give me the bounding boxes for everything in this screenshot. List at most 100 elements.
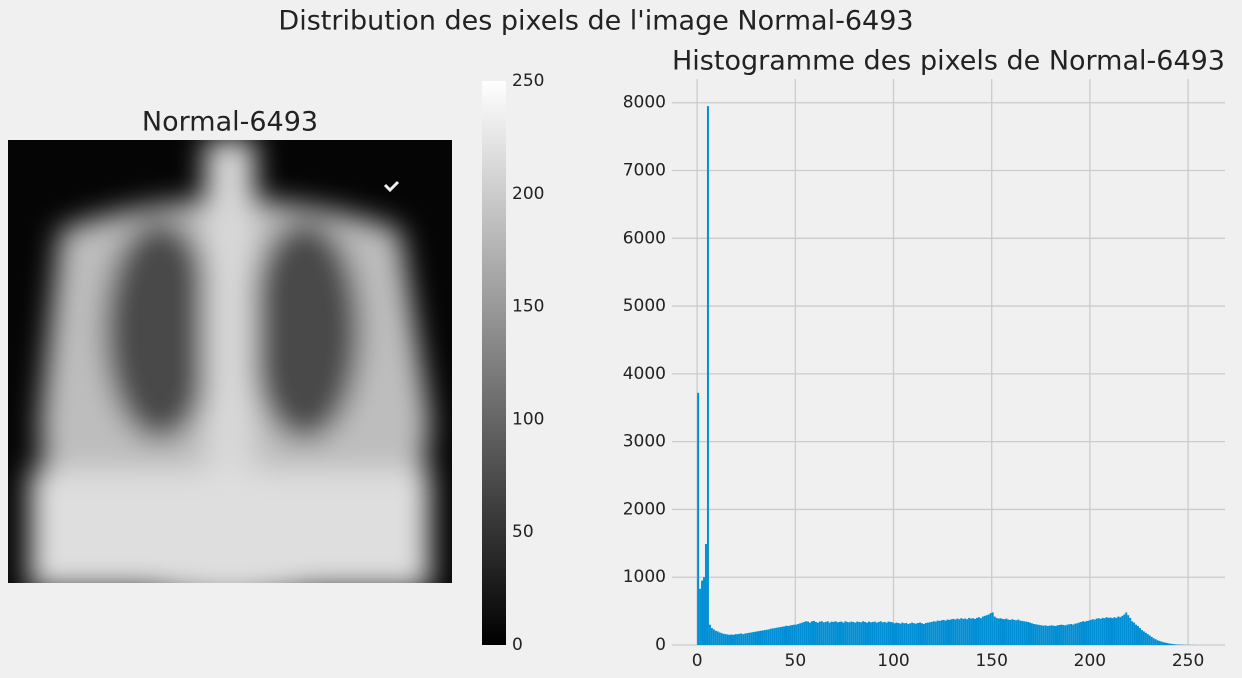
histogram-bar [1078, 622, 1081, 645]
histogram-bar [781, 626, 784, 645]
histogram-bar [964, 618, 967, 645]
histogram-bar [1040, 625, 1043, 645]
histogram-bar [889, 621, 892, 645]
histogram-bar [1158, 640, 1161, 645]
histogram-bar [789, 625, 792, 645]
histogram-bar [926, 622, 929, 645]
histogram-bar [1036, 624, 1039, 645]
histogram-bar [960, 618, 963, 645]
histogram-bar [1095, 618, 1098, 645]
x-tick-label: 200 [1074, 651, 1106, 671]
histogram-bar [919, 622, 922, 645]
histogram-bar [777, 627, 780, 645]
histogram-bar [1003, 619, 1006, 645]
histogram-bar [1117, 616, 1120, 645]
histogram-bar [836, 622, 839, 645]
histogram-bar [704, 544, 707, 645]
histogram-bar [785, 625, 788, 645]
histogram-bar [710, 628, 713, 645]
histogram-bar [1127, 615, 1130, 645]
histogram-bar [1105, 617, 1108, 645]
histogram-bar [799, 623, 802, 645]
histogram-bar [1030, 623, 1033, 645]
histogram-bar [724, 634, 727, 645]
histogram-bar [1084, 621, 1086, 645]
histogram-bar [893, 623, 896, 645]
histogram-bar [1164, 642, 1167, 645]
histogram-bar [954, 619, 957, 645]
histogram-bar [917, 622, 920, 645]
histogram-bar [834, 621, 837, 645]
histogram-bar [1101, 617, 1104, 645]
y-tick-label: 7000 [623, 161, 666, 181]
colorbar-tick-label: 0 [512, 635, 523, 655]
histogram-bar [911, 622, 914, 645]
histogram-bar [844, 621, 847, 645]
xray-image [8, 140, 452, 583]
histogram-bar [897, 622, 900, 645]
histogram-bar [1146, 634, 1149, 645]
histogram-bar [1174, 644, 1177, 645]
histogram-bar [974, 618, 976, 645]
y-tick-label: 2000 [623, 499, 666, 519]
histogram-bar [1060, 624, 1063, 645]
histogram-bar [924, 622, 927, 645]
histogram-bar [854, 622, 857, 645]
histogram-bar [858, 621, 861, 645]
histogram-bar [801, 622, 804, 645]
histogram-bar [1044, 625, 1047, 645]
colorbar-tick-label: 200 [512, 184, 544, 204]
histogram-bar [852, 621, 855, 645]
histogram-bar [966, 619, 969, 645]
x-tick-label: 250 [1172, 651, 1204, 671]
histogram-bar [703, 577, 705, 645]
x-tick-label: 50 [785, 651, 807, 671]
histogram-bar [718, 632, 721, 645]
histogram-bar [742, 634, 745, 645]
histogram-bar [752, 632, 755, 645]
histogram-bar [956, 618, 959, 645]
histogram-bar [744, 633, 747, 645]
x-tick-label: 100 [877, 651, 909, 671]
histogram-bar [899, 623, 902, 645]
colorbar-tick-label: 100 [512, 409, 544, 429]
colorbar-tick-label: 50 [512, 522, 534, 542]
histogram-bar [866, 622, 868, 645]
histogram-bar [771, 628, 774, 645]
histogram-bar [1066, 624, 1069, 645]
histogram-bar [903, 623, 906, 645]
histogram-bar [1070, 623, 1073, 645]
histogram-bar [816, 622, 819, 645]
histogram-bar [862, 621, 865, 645]
histogram-bar [942, 619, 945, 645]
histogram-bar [921, 623, 923, 645]
histogram-bar [1062, 625, 1065, 645]
histogram-bar [873, 621, 876, 645]
histogram-bar [826, 621, 829, 645]
histogram-bar [1058, 625, 1061, 645]
histogram-bar [856, 621, 859, 645]
histogram-bar [714, 630, 717, 645]
histogram-bar [791, 625, 794, 645]
histogram-bar [891, 622, 894, 645]
histogram-bar [1021, 620, 1024, 645]
histogram-bar [1152, 638, 1155, 645]
colorbar [482, 81, 506, 645]
histogram-bar [846, 621, 849, 645]
histogram-bar [981, 616, 984, 645]
histogram-bar [1135, 624, 1138, 645]
histogram-bar [993, 616, 996, 645]
histogram-bar [811, 621, 813, 645]
histogram-bar [1013, 619, 1016, 645]
histogram-bar [838, 621, 841, 645]
histogram-bar [1074, 623, 1077, 645]
histogram-bar [750, 632, 753, 645]
histogram-bar [736, 634, 739, 645]
histogram-bar [824, 621, 827, 645]
histogram-bar [877, 621, 880, 645]
histogram-bar [795, 624, 798, 645]
histogram-bar [995, 617, 998, 645]
histogram-bar [1038, 625, 1041, 645]
histogram-bar [722, 633, 725, 645]
